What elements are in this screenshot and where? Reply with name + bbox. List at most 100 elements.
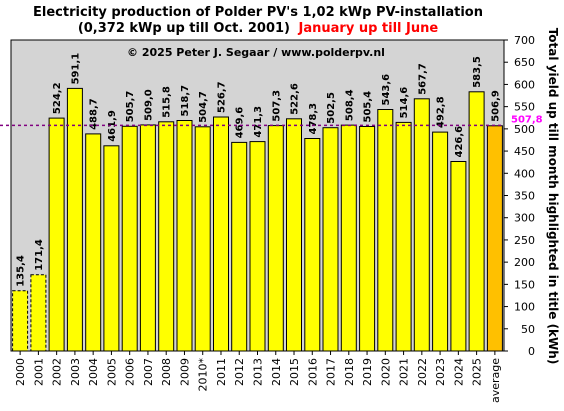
bar-value-label: 505,7: [125, 91, 136, 123]
bar-value-label: 502,5: [326, 92, 337, 124]
x-tick-label: 2021: [398, 358, 411, 386]
x-tick-label: 2023: [434, 358, 447, 386]
bar-value-label: 461,9: [107, 110, 118, 142]
bar-value-label: 469,6: [235, 107, 246, 139]
y-tick-label: 550: [514, 101, 535, 114]
y-tick-label: 500: [514, 123, 535, 136]
bar-value-label: 522,6: [290, 83, 301, 115]
x-tick-label: 2009: [179, 358, 192, 386]
copyright-text: © 2025 Peter J. Segaar / www.polderpv.nl: [127, 46, 385, 59]
y-axis: 0 50 100 150 200 250 300 350 400 450 500 550 600 650 7…: [504, 34, 535, 358]
bar-2007: [139, 124, 156, 352]
bar-2004: [85, 133, 102, 352]
bar-value-label: 478,3: [308, 103, 319, 135]
x-tick-label: 2001: [32, 358, 45, 386]
bars-group: 135,4 171,4 524,2 591,1 488,7 461,9 505,7 509,0…: [12, 53, 503, 352]
y-tick-label: 100: [514, 301, 535, 314]
bar-2001: [30, 274, 47, 352]
bar-2012: [231, 141, 248, 352]
x-tick-label: 2025: [471, 358, 484, 386]
bar-value-label: 591,1: [70, 53, 81, 85]
bar-value-label: 514,6: [399, 87, 410, 119]
x-tick-label: 2012: [233, 358, 246, 386]
x-tick-label: 2016: [306, 358, 319, 386]
bar-2011: [213, 116, 229, 352]
x-tick-label: 2018: [343, 358, 356, 386]
x-tick-label: 2022: [416, 358, 429, 386]
x-tick-label: 2005: [105, 358, 118, 386]
bar-2013: [249, 141, 266, 352]
chart-title-line2-red: January up till June: [298, 21, 439, 36]
x-tick-label: 2013: [252, 358, 265, 386]
x-tick-label: 2024: [452, 358, 465, 386]
x-tick-label: 2008: [160, 358, 173, 386]
x-tick-label: 2010*: [197, 358, 210, 392]
y-tick-label: 250: [514, 234, 535, 247]
reference-line-label: 507,8: [511, 114, 543, 125]
bar-2009: [176, 120, 193, 352]
bar-2021: [395, 121, 412, 352]
bar-value-label: 567,7: [417, 63, 428, 95]
bar-value-label: 426,6: [454, 126, 465, 158]
x-tick-label: 2014: [270, 358, 283, 386]
y-tick-label: 0: [528, 345, 535, 358]
bar-2024: [450, 161, 467, 352]
bar-value-label: 543,6: [381, 74, 392, 106]
bar-2017: [322, 127, 339, 352]
y-tick-label: 600: [514, 78, 535, 91]
bar-2015: [286, 118, 302, 352]
bar-value-label: 505,4: [363, 91, 374, 123]
bar-average: [486, 125, 503, 352]
x-tick-label: 2003: [69, 358, 82, 386]
y-tick-label: 200: [514, 256, 535, 269]
x-tick-label: 2017: [325, 358, 338, 386]
bar-2016: [304, 138, 321, 352]
bar-2000: [12, 290, 29, 352]
bar-value-label: 488,7: [89, 98, 100, 130]
y-tick-label: 150: [514, 278, 535, 291]
y-tick-label: 700: [514, 34, 535, 47]
bar-value-label: 508,4: [344, 89, 355, 121]
x-tick-label: 2007: [142, 358, 155, 386]
y-tick-label: 350: [514, 190, 535, 203]
bar-value-label: 504,7: [198, 91, 209, 123]
x-tick-label: 2020: [379, 358, 392, 386]
x-tick-label: 2019: [361, 358, 374, 386]
bar-2010: [194, 126, 211, 352]
x-tick-label: 2000: [14, 358, 27, 386]
bar-value-label: 506,9: [490, 90, 501, 122]
bar-value-label: 515,8: [162, 86, 173, 118]
chart-title-line2-black: (0,372 kWp up till Oct. 2001): [78, 21, 290, 36]
bar-2023: [432, 131, 449, 352]
bar-2014: [267, 125, 284, 352]
bar-value-label: 509,0: [143, 89, 154, 121]
x-axis: 2000 2001 2002 2003 2004 2005 2006 2007 2008 2009…: [14, 351, 502, 403]
bar-value-label: 135,4: [16, 255, 27, 287]
x-tick-label: 2011: [215, 358, 228, 386]
reference-line-group: 507,8: [0, 114, 543, 127]
y-tick-label: 300: [514, 212, 535, 225]
bar-value-label: 507,3: [271, 90, 282, 122]
y-tick-label: 650: [514, 56, 535, 69]
x-tick-label: 2004: [87, 358, 100, 386]
y-tick-label: 450: [514, 145, 535, 158]
y-tick-label: 400: [514, 167, 535, 180]
bar-value-label: 492,8: [436, 96, 447, 128]
bar-value-label: 583,5: [472, 56, 483, 88]
chart-title-line2: (0,372 kWp up till Oct. 2001) January up…: [78, 21, 439, 36]
bar-2022: [413, 98, 430, 352]
bar-2020: [377, 109, 394, 352]
bar-2019: [359, 126, 376, 352]
bar-2006: [121, 125, 138, 352]
bar-value-label: 524,2: [52, 82, 63, 114]
bar-2003: [66, 87, 83, 352]
bar-value-label: 526,7: [217, 81, 228, 113]
bar-2002: [48, 117, 65, 352]
x-tick-label: 2015: [288, 358, 301, 386]
bar-value-label: 471,3: [253, 106, 264, 138]
bar-2005: [103, 145, 120, 352]
y-tick-label: 50: [521, 323, 535, 336]
bar-2018: [340, 124, 357, 352]
bar-2025: [468, 91, 485, 352]
